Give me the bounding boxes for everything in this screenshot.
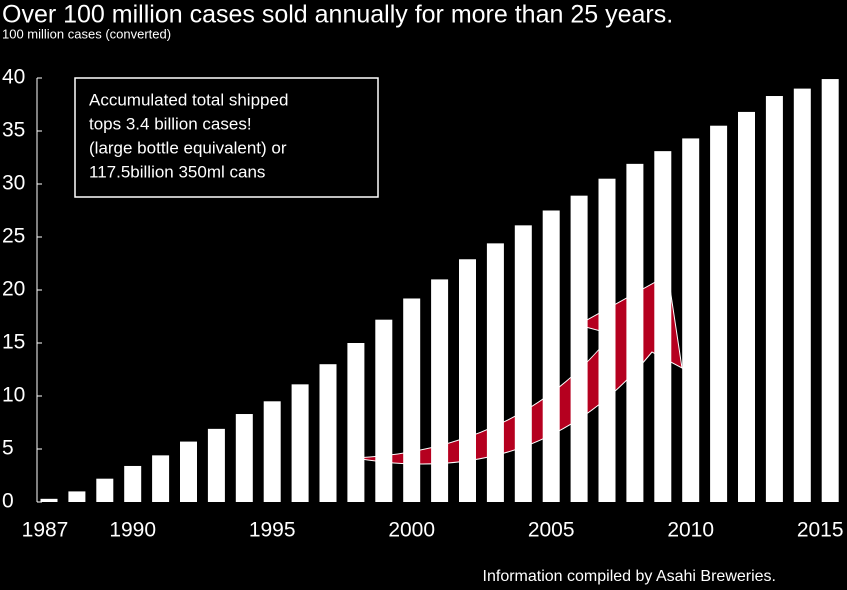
y-tick-label: 10: [2, 384, 25, 407]
annotation-line: (large bottle equivalent) or: [89, 138, 287, 157]
y-tick-label: 30: [2, 172, 25, 195]
annotation-line: Accumulated total shipped: [89, 90, 288, 109]
y-tick-label: 5: [2, 437, 14, 460]
y-tick-label: 0: [2, 490, 14, 513]
bar: [291, 384, 309, 502]
x-tick-label: 2000: [388, 519, 435, 542]
y-tick-label: 15: [2, 331, 25, 354]
x-tick-label: 1990: [109, 519, 156, 542]
bar: [793, 88, 811, 502]
bar: [626, 163, 644, 503]
y-tick-label: 40: [2, 66, 25, 89]
bar: [459, 259, 476, 502]
bar: [375, 319, 393, 502]
bar: [486, 243, 504, 503]
bar: [235, 414, 253, 502]
bar: [263, 401, 281, 502]
bar: [347, 343, 365, 502]
bar: [654, 151, 672, 502]
annotation-line: 117.5billion 350ml cans: [89, 162, 265, 181]
bar: [152, 455, 170, 502]
y-axis-label: 100 million cases (converted): [2, 26, 171, 41]
bar: [514, 225, 532, 502]
bar: [207, 428, 225, 502]
source-note: Information compiled by Asahi Breweries.: [483, 568, 776, 585]
y-tick-label: 35: [2, 119, 25, 142]
bar: [598, 178, 616, 502]
x-tick-label: 2010: [667, 519, 714, 542]
bar: [738, 111, 755, 503]
bar: [765, 96, 783, 503]
bar: [710, 125, 728, 502]
bar: [542, 210, 560, 502]
bar: [319, 364, 337, 502]
bar: [431, 279, 449, 502]
bar: [68, 491, 86, 502]
x-tick-label: 2005: [528, 519, 575, 542]
x-tick-label: 2015: [797, 519, 844, 542]
bar: [821, 79, 839, 502]
y-tick-label: 25: [2, 225, 25, 248]
bar: [682, 138, 700, 503]
x-tick-label: 1987: [22, 519, 69, 542]
bar: [570, 195, 588, 502]
y-tick-label: 20: [2, 278, 25, 301]
annotation-box: [74, 77, 379, 198]
bar: [403, 298, 421, 502]
bar: [40, 498, 58, 502]
bar: [180, 441, 197, 502]
x-tick-label: 1995: [249, 519, 296, 542]
annotation-line: tops 3.4 billion cases!: [89, 114, 252, 133]
bar: [124, 465, 142, 502]
bar: [96, 478, 114, 502]
chart-title: Over 100 million cases sold annually for…: [2, 1, 673, 29]
